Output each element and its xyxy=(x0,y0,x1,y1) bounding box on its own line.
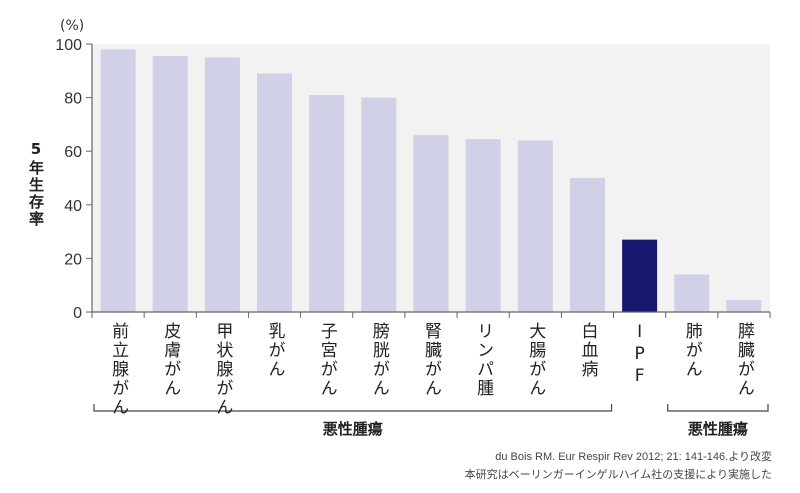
y-tick-label: 20 xyxy=(64,251,82,268)
x-tick-label: 膵臓がん xyxy=(733,322,754,398)
bar-6 xyxy=(413,135,449,312)
y-tick-label: 40 xyxy=(64,198,82,215)
group-bracket xyxy=(93,404,613,412)
x-tick-label: 前立腺がん xyxy=(108,322,129,417)
bar-3 xyxy=(257,73,293,312)
x-tick-label: 乳がん xyxy=(264,322,285,379)
x-tick-label: IPF xyxy=(629,322,650,388)
bar-11 xyxy=(674,274,710,312)
group-label: 悪性腫瘍 xyxy=(323,420,383,438)
bar-8 xyxy=(517,140,553,312)
x-tick-label: 膀胱がん xyxy=(368,322,389,398)
y-axis-label: 5年生存率 xyxy=(27,140,45,228)
x-tick-label: 白血病 xyxy=(577,322,598,379)
bar-1 xyxy=(152,56,188,313)
group-label: 悪性腫瘍 xyxy=(688,420,748,438)
bar-7 xyxy=(465,139,501,312)
source-note: 本研究はベーリンガーインゲルハイム社の支援により実施した xyxy=(464,469,772,481)
x-tick-label: 甲状腺がん xyxy=(212,322,233,417)
y-tick-label: 60 xyxy=(64,144,82,161)
bar-9 xyxy=(569,178,605,312)
x-tick-label: 大腸がん xyxy=(525,322,546,398)
y-tick-label: 100 xyxy=(55,37,82,54)
x-tick-label: 腎臓がん xyxy=(421,322,441,398)
bar-5 xyxy=(361,97,397,312)
bar-2 xyxy=(204,57,240,313)
source-citation: du Bois RM. Eur Respir Rev 2012; 21: 141… xyxy=(495,451,772,463)
y-tick-label: 0 xyxy=(73,305,82,322)
bar-12 xyxy=(726,299,762,312)
x-tick-label: 子宮がん xyxy=(316,322,337,398)
x-tick-label: 皮膚がん xyxy=(160,322,181,398)
x-tick-label: リンパ腫 xyxy=(473,322,494,398)
x-tick-label: 肺がん xyxy=(681,322,702,379)
y-tick-label: 80 xyxy=(64,91,82,108)
bar-0 xyxy=(100,49,136,313)
bar-10 xyxy=(622,239,658,312)
bar-4 xyxy=(309,94,345,312)
y-unit-label: (%) xyxy=(60,18,84,34)
group-bracket xyxy=(667,404,769,412)
